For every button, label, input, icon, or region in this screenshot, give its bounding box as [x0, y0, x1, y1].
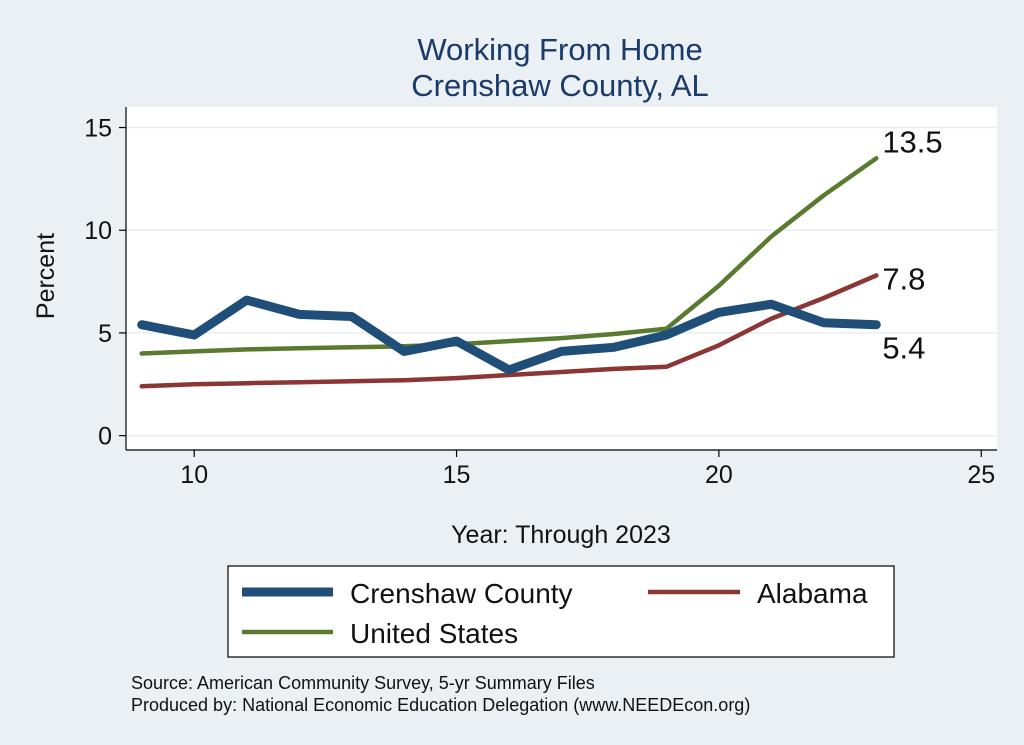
series-line-united-states	[139, 156, 879, 356]
y-tick-label: 10	[84, 217, 112, 245]
end-label-crenshaw-county: 5.4	[882, 331, 925, 366]
source-note: Source: American Community Survey, 5-yr …	[131, 673, 595, 693]
series-layer	[137, 156, 881, 389]
series-line-crenshaw-county	[137, 295, 881, 375]
plot-area	[126, 107, 997, 450]
gridlines	[126, 126, 997, 437]
series-line-alabama	[139, 273, 879, 389]
chart-title-line-2: Crenshaw County, AL	[411, 68, 709, 103]
axes: 0 5 10 15 10 15 20 25	[84, 107, 997, 489]
legend-label: Crenshaw County	[350, 578, 573, 609]
x-axis-title: Year: Through 2023	[451, 521, 671, 549]
y-tick-label: 0	[98, 423, 112, 451]
legend-box	[227, 565, 895, 658]
y-axis-title: Percent	[32, 233, 60, 319]
x-tick-label: 20	[705, 461, 733, 489]
x-tick-label: 10	[180, 461, 208, 489]
legend: Crenshaw County Alabama United States	[242, 578, 868, 649]
y-tick-label: 15	[84, 115, 112, 143]
legend-label: United States	[350, 618, 518, 649]
x-tick-label: 15	[443, 461, 471, 489]
end-label-alabama: 7.8	[882, 261, 925, 296]
end-labels: 5.4 7.8 13.5	[882, 124, 942, 365]
end-label-united-states: 13.5	[882, 124, 942, 159]
chart-title-line-1: Working From Home	[417, 32, 702, 67]
y-tick-label: 5	[98, 320, 112, 348]
x-tick-label: 25	[967, 461, 995, 489]
produced-by-note: Produced by: National Economic Education…	[131, 695, 750, 715]
legend-label: Alabama	[757, 578, 868, 609]
